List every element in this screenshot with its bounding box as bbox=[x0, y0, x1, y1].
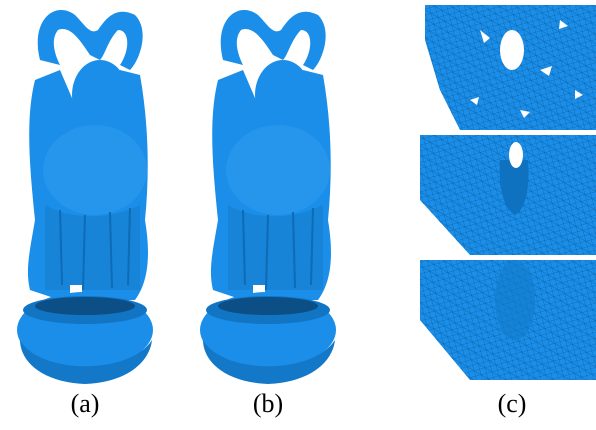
panel-c-middle bbox=[420, 135, 596, 255]
caption: (b) bbox=[253, 389, 283, 418]
caption: (c) bbox=[498, 389, 527, 418]
panel-c-top bbox=[420, 5, 596, 130]
panel-c-bottom bbox=[420, 260, 596, 380]
mesh-a bbox=[16, 9, 154, 385]
caption: (a) bbox=[71, 389, 100, 418]
mesh-b bbox=[199, 9, 337, 385]
